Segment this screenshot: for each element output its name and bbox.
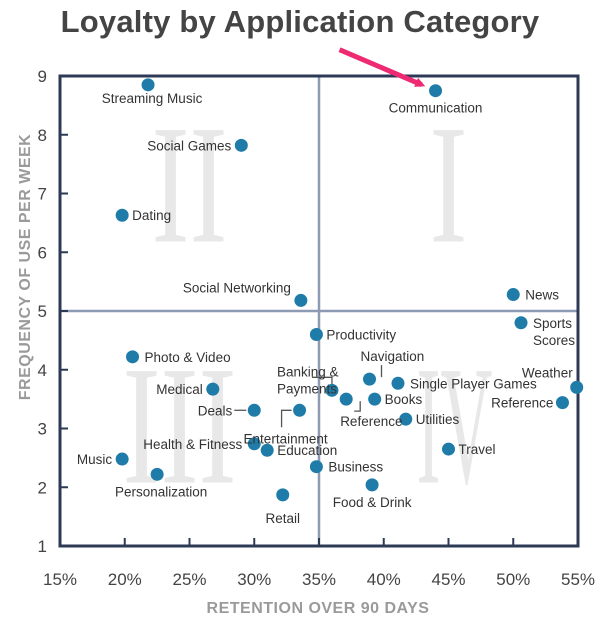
point-education [260,443,274,457]
x-tick-label: 25% [172,570,206,589]
point-label-photo-video: Photo & Video [145,350,231,365]
point-label-sports-scores: Sports Scores [533,316,575,348]
point-label-entertainment: Entertainment [244,431,328,446]
point-health-fitness [247,437,261,451]
point-music [115,452,129,466]
point-sports-scores [514,316,528,330]
quadrant-label: I [430,91,468,279]
leader-reference [354,401,361,412]
point-label-food-drink: Food & Drink [333,495,412,510]
point-news [506,288,520,302]
point-label-education: Education [277,443,337,458]
x-tick-label: 55% [561,570,595,589]
point-label-travel: Travel [459,442,496,457]
x-axis-label: RETENTION OVER 90 DAYS [206,600,430,617]
x-tick-label: 45% [431,570,465,589]
y-tick-label: 8 [38,126,47,145]
point-banking-payments [325,383,339,397]
point-label-streaming-music: Streaming Music [102,91,203,106]
x-tick-label: 15% [43,570,77,589]
quadrant-label: IV [417,332,493,520]
highlight-arrow [338,47,426,87]
y-tick-label: 7 [38,185,47,204]
point-label-news: News [525,288,559,303]
point-label-social-networking: Social Networking [183,280,291,295]
leader-lines [234,365,383,428]
leader-banking [311,376,333,385]
chart-title: Loyalty by Application Category [60,4,540,39]
y-tick-label: 3 [38,420,47,439]
x-tick-label: 30% [237,570,271,589]
point-single-player-games [391,376,405,390]
point-label-utilities: Utilities [416,412,460,427]
point-social-games [234,138,248,152]
leader-entertainment [280,409,292,428]
point-label-books: Books [385,392,423,407]
point-dating [115,208,129,222]
point-social-networking [294,293,308,307]
point-label-single-player-games: Single Player Games [410,376,537,391]
quadrant-label: III [123,332,237,520]
point-label-banking-payments: Banking & Payments [277,364,339,396]
point-entertainment [293,403,307,417]
point-label-medical: Medical [156,382,203,397]
quadrant-label: II [152,91,228,279]
point-label-social-games: Social Games [147,138,231,153]
x-tick-label: 20% [108,570,142,589]
point-label-personalization: Personalization [115,484,207,499]
point-communication [429,84,443,98]
x-tick-label: 50% [496,570,530,589]
axes: 15% 20% 25% 30% 35% 40% 45% 50% 55% 1 2 3 4 5 6 7 8 9 [38,67,595,589]
data-points [115,78,584,502]
point-streaming-music [141,78,155,92]
point-label-communication: Communication [389,101,483,116]
point-label-retail: Retail [265,511,300,526]
point-productivity [309,328,323,341]
point-personalization [150,467,164,481]
point-travel [442,442,455,456]
point-label-navigation: Navigation [361,349,425,364]
point-label-reference: Reference [491,396,553,411]
annotations [338,47,426,87]
point-label-weather: Weather [522,365,573,380]
x-tick-label: 40% [367,570,401,589]
point-food-drink [365,478,379,492]
point-weather [570,380,584,394]
y-tick-label: 4 [38,361,47,380]
point-label-productivity: Productivity [326,328,396,343]
point-label-business: Business [328,460,383,475]
point-navigation [363,372,377,386]
y-tick-label: 1 [38,537,47,556]
point-business [309,460,323,474]
point-deals [247,403,261,417]
x-tick-label: 35% [302,570,336,589]
point-reference [339,392,353,406]
point-label-health-fitness: Health & Fitness [143,437,242,452]
point-books [368,392,382,406]
y-tick-label: 9 [38,67,47,86]
point-reference [555,396,569,410]
y-tick-label: 6 [38,243,47,262]
point-label-deals: Deals [198,403,233,418]
point-photo-video [126,350,140,364]
point-utilities [399,412,413,426]
point-labels: Streaming Music Communication Social Games… [77,91,575,526]
y-tick-label: 5 [38,302,47,321]
point-label-music: Music [77,452,113,467]
y-tick-label: 2 [38,478,47,497]
point-medical [206,382,220,396]
point-label-reference: Reference [340,414,402,429]
point-label-dating: Dating [132,208,171,223]
point-retail [276,488,290,502]
